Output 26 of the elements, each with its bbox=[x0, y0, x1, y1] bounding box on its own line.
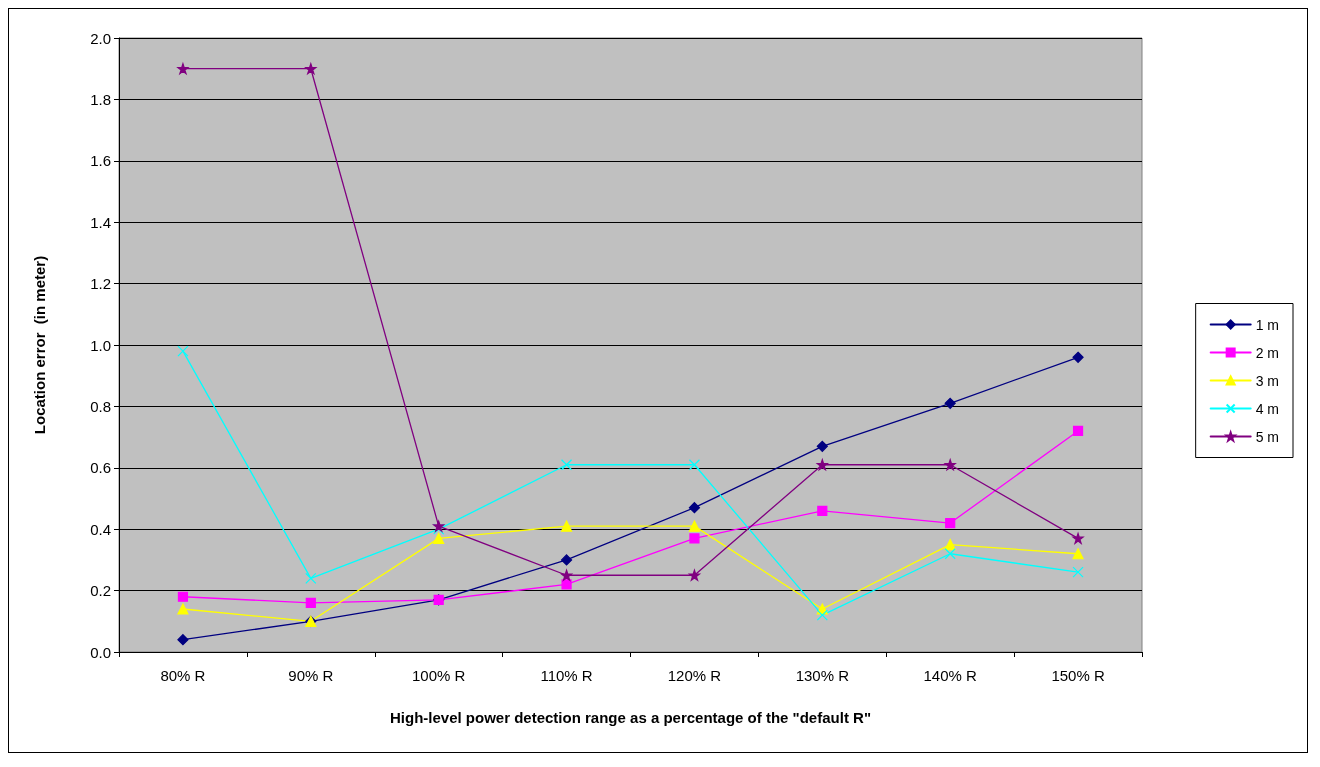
x-tick-label: 120% R bbox=[667, 667, 722, 684]
y-tick-label: 0.2 bbox=[90, 582, 111, 600]
y-tick-label: 2.0 bbox=[90, 29, 111, 47]
x-tick-label: 150% R bbox=[1051, 667, 1105, 684]
y-axis-title: Location error (in meter) bbox=[31, 255, 48, 435]
legend-label: 1 m bbox=[1255, 316, 1280, 333]
x-tick-label: 130% R bbox=[795, 667, 850, 684]
y-tick-label: 1.8 bbox=[90, 90, 111, 108]
y-tick-label: 0.4 bbox=[90, 520, 111, 538]
y-tick-label: 1.2 bbox=[90, 275, 111, 293]
y-tick-label: 1.6 bbox=[90, 152, 111, 170]
legend-label: 4 m bbox=[1255, 400, 1280, 417]
y-tick-label: 1.4 bbox=[90, 213, 111, 231]
x-tick-label: 80% R bbox=[160, 667, 206, 684]
legend-label: 5 m bbox=[1255, 428, 1280, 445]
y-tick-label: 0.8 bbox=[90, 397, 111, 415]
x-tick-label: 110% R bbox=[540, 667, 593, 684]
y-tick-label: 0.6 bbox=[90, 459, 111, 477]
x-tick-label: 90% R bbox=[288, 667, 334, 684]
legend-label: 2 m bbox=[1255, 344, 1280, 361]
y-tick-label: 1.0 bbox=[90, 336, 111, 354]
x-tick-label: 100% R bbox=[412, 667, 466, 684]
x-axis-title: High-level power detection range as a percentage of the "default R" bbox=[390, 709, 871, 726]
y-tick-label: 0.0 bbox=[90, 643, 111, 661]
x-tick-label: 140% R bbox=[923, 667, 978, 684]
legend-label: 3 m bbox=[1255, 372, 1280, 389]
